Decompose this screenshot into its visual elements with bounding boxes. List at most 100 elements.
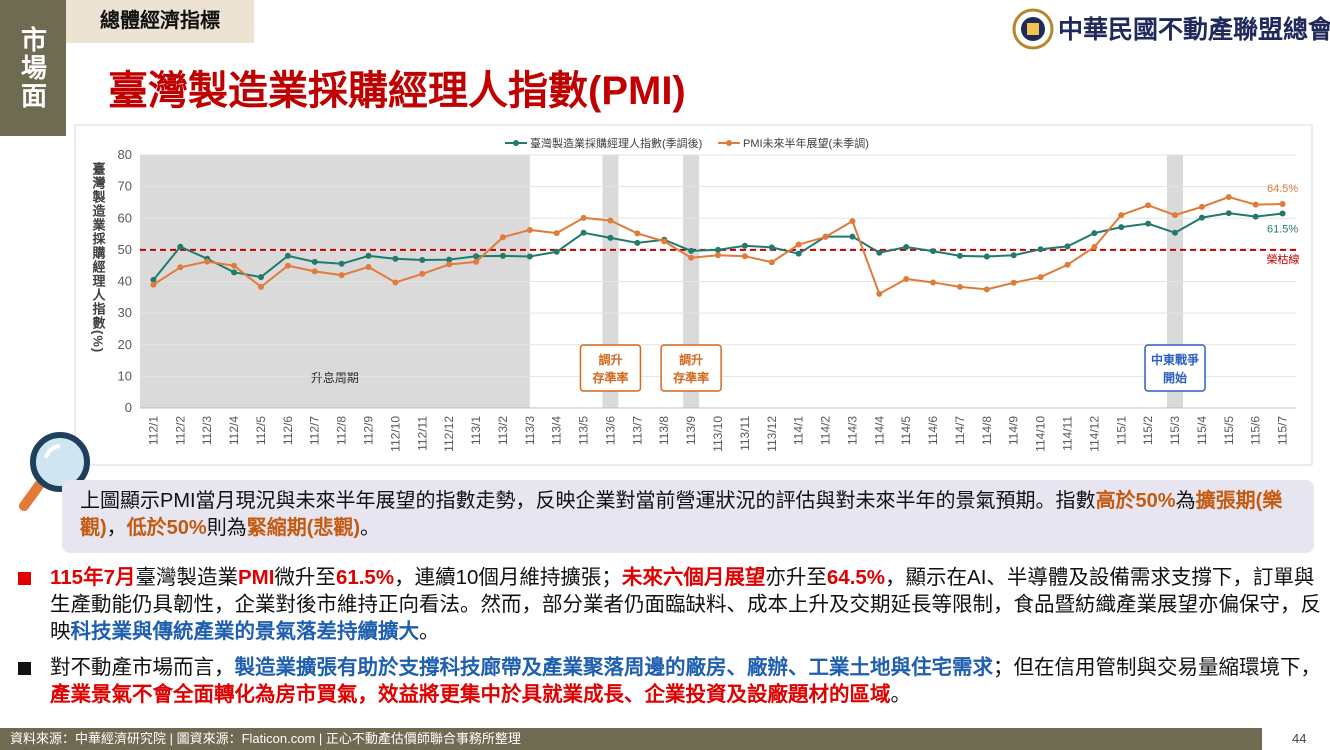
data-point [795,241,802,248]
x-tick-label: 113/3 [523,416,537,445]
data-point [607,234,614,241]
data-point [338,260,345,267]
text-run: 微升至 [274,566,336,589]
data-point [580,229,587,236]
data-point [930,248,937,255]
data-point [392,279,399,286]
x-tick-label: 115/6 [1249,416,1263,445]
data-point [1064,261,1071,268]
bullet-marker [18,662,31,675]
emphasis-text: 低於50% [126,517,207,539]
data-point [580,214,587,221]
data-point [607,217,614,224]
data-point [1145,220,1152,227]
data-point [1118,224,1125,231]
legend-label: PMI未來半年展望(未季調) [743,136,869,150]
data-point [768,259,775,266]
x-tick-label: 112/7 [308,416,322,445]
data-point [284,262,291,269]
data-point [1091,230,1098,237]
data-point [257,283,264,290]
x-tick-label: 112/2 [173,416,187,445]
text-run: 。 [419,620,440,643]
data-point [419,256,426,263]
emphasis-text: 未來六個月展望 [621,566,766,589]
x-tick-label: 114/3 [845,416,859,445]
text-run: 為 [1175,490,1196,512]
text-run: 上圖顯示PMI當月現況與未來半年展望的指數走勢，反映企業對當前營運狀況的評估與對… [80,490,1096,512]
emphasis-text: PMI [237,566,275,589]
data-point [983,253,990,260]
data-point [177,243,184,250]
emphasis-text: 擴張期(樂觀) [80,490,1283,539]
x-tick-label: 113/7 [630,416,644,445]
data-point [876,249,883,256]
x-tick-label: 114/7 [953,416,967,445]
x-tick-label: 115/2 [1141,416,1155,445]
emphasis-text: 64.5% [826,566,886,589]
data-point [553,230,560,237]
data-point [688,254,695,261]
data-point [1037,246,1044,253]
data-point [1225,210,1232,217]
data-point [634,239,641,246]
x-tick-label: 113/10 [711,416,725,452]
data-point [473,258,480,265]
text-run: ，顯示在AI、半導體及設備需求支撐下，訂單與生產動能仍具韌性，企業對後市維持正向… [50,566,1321,643]
data-point [956,283,963,290]
data-point [311,258,318,265]
data-point [1172,229,1179,236]
emphasis-text: 115年7月 [50,566,136,589]
data-point [392,255,399,262]
x-tick-label: 114/9 [1007,416,1021,445]
text-run: ， [106,517,127,539]
x-tick-label: 112/8 [335,416,349,445]
y-tick-label: 50 [118,242,132,257]
period-label: 升息周期 [311,370,359,385]
x-tick-label: 112/3 [200,416,214,445]
data-point [499,234,506,241]
data-point [634,230,641,237]
chart: 升息周期 0 10 20 30 40 50 60 70 80 臺灣製造業採購經理人指數(%) 112/… [74,124,1313,466]
data-point [715,246,721,253]
data-point [1037,274,1044,281]
data-point [795,250,802,257]
data-point [1172,212,1179,219]
x-tick-label: 112/4 [227,416,241,445]
data-point [903,275,910,282]
x-tick-label: 113/11 [738,416,752,451]
footer-source: 資料來源：中華經濟研究院 | 圖資來源：Flaticon.com | 正心不動產… [0,728,1262,750]
bullet-marker [18,572,31,585]
x-tick-label: 113/1 [469,416,483,445]
x-tick-label: 113/9 [684,416,698,445]
data-point [365,263,372,270]
data-point [1010,252,1017,259]
text-run: 對不動產市場而言， [50,656,235,679]
x-tick-label: 114/4 [872,416,886,445]
x-tick-label: 114/2 [819,416,833,445]
data-point [177,264,184,271]
annotation-text: 存準率 [591,370,628,385]
y-tick-label: 0 [125,400,132,415]
data-point [822,233,829,240]
data-point [661,238,668,245]
x-tick-label: 115/7 [1276,416,1290,445]
annotation-text: 調升 [598,352,622,367]
data-point [204,258,211,265]
data-point [446,261,453,268]
annotation-text: 開始 [1163,370,1187,385]
emphasis-text: 緊縮期(悲觀) [246,517,361,539]
data-point [419,270,426,277]
bullet-text: 115年7月臺灣製造業PMI微升至61.5%，連續10個月維持擴張；未來六個月展… [50,564,1322,645]
annotation-text: 中東戰爭 [1151,352,1199,367]
data-point [257,274,264,281]
emphasis-text: 高於50% [1095,490,1176,512]
data-point [1118,212,1125,219]
data-point [150,281,157,288]
emphasis-text: 61.5% [335,566,395,589]
x-tick-label: 114/11 [1060,416,1074,451]
x-tick-label: 115/4 [1195,416,1209,445]
x-tick-label: 112/10 [388,416,402,452]
x-tick-label: 113/5 [577,416,591,445]
